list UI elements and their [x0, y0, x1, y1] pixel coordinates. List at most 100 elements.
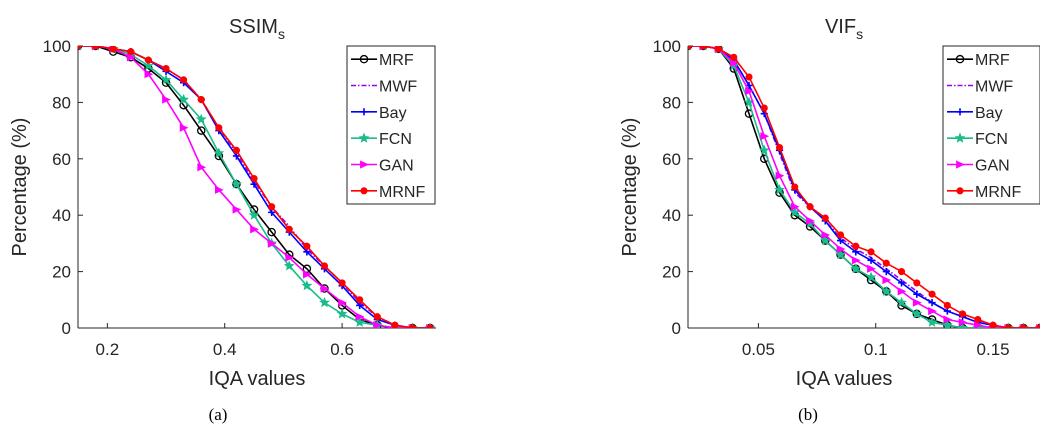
data-point-mrnf	[836, 231, 845, 239]
x-axis-label: IQA values	[209, 368, 306, 390]
y-tick-label: 20	[52, 263, 71, 282]
data-point-fcn	[911, 308, 923, 319]
data-point-mrnf	[180, 76, 188, 84]
y-tick-label: 60	[52, 150, 71, 169]
data-point-mrnf	[1020, 324, 1028, 328]
x-axis-label: IQA values	[796, 368, 893, 390]
data-point-mrnf	[688, 46, 692, 50]
chart-panel-b: 0 20 40 60 80 100 0.05 0.1 0.15 IQA values Percent…	[619, 16, 1040, 424]
data-point-mrnf	[1004, 324, 1012, 328]
data-point-gan	[851, 256, 861, 265]
figure-caption: (b)	[798, 405, 818, 424]
legend-label-fcn: FCN	[379, 131, 412, 148]
legend: MRF MWF Bay FCN GAN MRNF	[942, 45, 1040, 205]
data-point-mrnf	[989, 321, 997, 328]
legend-label-mwf: MWF	[379, 79, 417, 96]
x-tick-label: 0.2	[96, 340, 120, 359]
data-point-gan	[126, 53, 136, 62]
data-point-fcn	[178, 93, 190, 105]
data-point-gan	[958, 318, 968, 327]
data-point-gan	[821, 230, 831, 240]
legend-marker-fcn	[358, 132, 370, 143]
data-point-gan	[973, 321, 983, 328]
data-point-gan	[882, 275, 892, 285]
data-point-mrnf	[285, 225, 293, 233]
legend-label-bay: Bay	[975, 105, 1003, 122]
legend-marker-gan	[956, 160, 965, 169]
series-line-fcn	[688, 46, 1040, 328]
data-point-fcn	[835, 249, 846, 260]
data-point-mrnf	[959, 310, 967, 318]
chart-title: VIFs	[825, 16, 863, 42]
data-point-mrnf	[373, 313, 381, 321]
data-point-gan	[729, 58, 739, 67]
legend-marker-mrf	[359, 54, 369, 64]
data-point-fcn	[195, 113, 207, 124]
data-point-mrnf	[127, 48, 135, 56]
legend-marker-bay	[956, 108, 964, 116]
data-point-mrnf	[928, 290, 936, 298]
data-point-fcn	[880, 285, 892, 296]
legend-label-mwf: MWF	[975, 79, 1013, 96]
y-tick-label: 80	[662, 93, 681, 112]
data-point-fcn	[160, 74, 172, 85]
legend-marker-mrnf	[360, 187, 368, 195]
data-point-gan	[760, 132, 770, 141]
data-point-mrnf	[974, 315, 982, 324]
chart-title: SSIMs	[229, 16, 285, 42]
data-point-mrnf	[882, 259, 890, 267]
data-point-fcn	[926, 316, 938, 327]
data-point-gan	[912, 298, 922, 307]
data-point-fcn	[354, 316, 366, 327]
data-point-gan	[179, 123, 189, 132]
legend-label-mrf: MRF	[975, 52, 1010, 69]
x-tick-label: 0.1	[864, 340, 888, 359]
data-point-gan	[775, 171, 785, 180]
data-point-fcn	[758, 144, 770, 155]
data-point-mrnf	[913, 279, 921, 287]
data-point-mrnf	[791, 183, 799, 191]
data-point-mrnf	[356, 296, 364, 304]
legend-marker-fcn	[954, 132, 966, 143]
legend-marker-bay	[360, 108, 368, 116]
data-point-bay	[867, 256, 875, 264]
data-point-gan	[144, 70, 154, 79]
data-point-mrnf	[760, 104, 768, 112]
data-point-bay	[882, 268, 890, 276]
data-point-gan	[214, 185, 224, 194]
data-point-gan	[320, 284, 330, 293]
data-point-fcn	[283, 260, 295, 271]
legend-marker-mrnf	[956, 187, 964, 195]
legend-label-mrf: MRF	[379, 52, 414, 69]
data-point-mrnf	[391, 321, 399, 328]
y-axis-label: Percentage (%)	[619, 118, 641, 257]
data-point-mrnf	[730, 53, 738, 61]
data-point-fcn	[865, 271, 877, 282]
chart-panel-a: 0 20 40 60 80 100 0.2 0.4 0.6 IQA values Percentag…	[9, 16, 436, 424]
y-tick-label: 20	[662, 263, 681, 282]
data-point-mrnf	[338, 279, 346, 287]
series-layer	[78, 46, 436, 328]
x-tick-label: 0.6	[330, 340, 354, 359]
data-point-mrnf	[250, 174, 258, 183]
legend-label-mrnf: MRNF	[975, 184, 1021, 201]
data-point-gan	[232, 205, 242, 214]
data-point-fcn	[957, 322, 968, 328]
data-point-mrnf	[215, 124, 223, 132]
data-point-mrnf	[426, 324, 434, 328]
data-point-fcn	[231, 178, 242, 189]
data-point-mrnf	[109, 46, 117, 53]
data-point-mrnf	[867, 248, 875, 256]
legend-box	[942, 45, 1040, 205]
data-point-mrf	[196, 126, 206, 135]
legend: MRF MWF Bay FCN GAN MRNF	[346, 45, 436, 205]
y-tick-label: 60	[662, 150, 681, 169]
data-point-gan	[197, 163, 207, 172]
series-layer	[688, 46, 1040, 328]
y-axis-label: Percentage (%)	[9, 118, 31, 257]
data-point-gan	[267, 239, 277, 248]
data-point-fcn	[319, 296, 330, 308]
data-point-mrnf	[852, 242, 860, 250]
data-point-mrnf	[78, 46, 82, 50]
